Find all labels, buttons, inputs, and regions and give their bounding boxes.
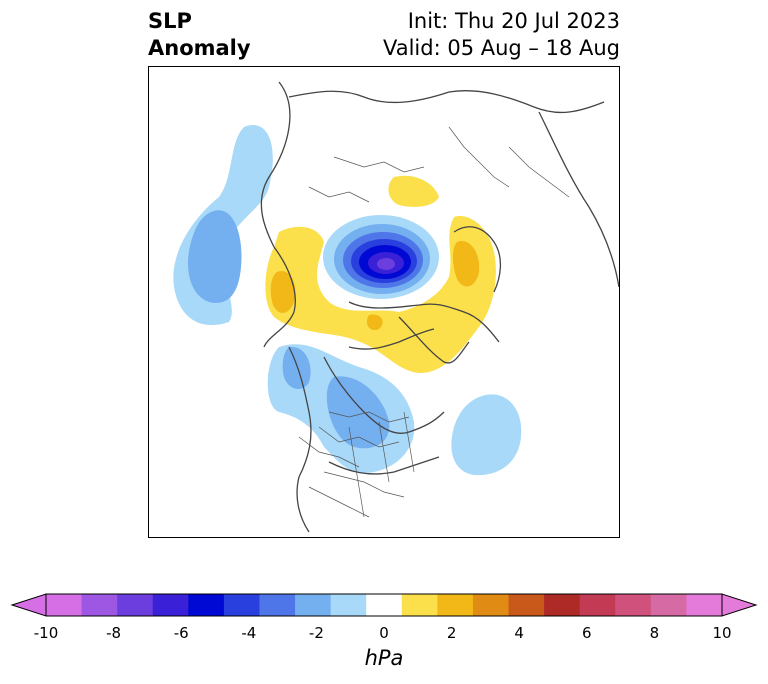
colorbar-tick-label: -8 [106,624,122,642]
negative-anomaly-west-siberia-pacific [173,125,273,326]
colorbar-swatch [401,594,438,616]
colorbar-swatch [366,594,403,616]
colorbar-tick-label: -2 [308,624,324,642]
colorbar-extend-max [721,593,758,617]
colorbar-swatch [650,594,687,616]
colorbar-tick-label: 6 [582,624,592,642]
colorbar-swatch [330,594,367,616]
colorbar-swatch [472,594,510,616]
init-date: Init: Thu 20 Jul 2023 [407,9,620,33]
colorbar-swatch [437,594,474,616]
colorbar-units: hPa [364,646,404,670]
colorbar-swatch [81,594,118,616]
colorbar-swatch [259,594,296,616]
colorbar-tick-label: 4 [514,624,524,642]
chart-title: SLP Anomaly [148,8,251,62]
positive-anomaly-ring [265,175,496,373]
colorbar-swatch [615,594,652,616]
title-line-2: Anomaly [148,36,251,60]
colorbar-swatch [544,594,581,616]
colorbar-swatch [152,594,189,616]
colorbar-tick-label: -10 [33,624,59,642]
colorbar-swatch [579,594,616,616]
coastlines [260,81,619,533]
colorbar-tick-label: -6 [173,624,189,642]
title-line-1: SLP [148,9,192,33]
political-borders [298,126,570,518]
negative-anomaly-canada-us [267,344,415,473]
colorbar-swatch [223,594,260,616]
negative-anomaly-north-atlantic [451,394,522,476]
colorbar-swatch [117,594,154,616]
colorbar-extend-min [10,593,47,617]
colorbar-tick-label: 0 [379,624,389,642]
valid-range: Valid: 05 Aug – 18 Aug [382,36,620,60]
colorbar-tick-label: 2 [446,624,457,642]
colorbar-swatch [686,594,723,616]
colorbar-tick-label: 10 [712,624,732,642]
map-panel [148,66,620,538]
colorbar-swatch [188,594,225,616]
colorbar-tick-label: 8 [649,624,660,642]
colorbar [10,593,758,617]
colorbar-swatch [295,594,332,616]
forecast-dates: Init: Thu 20 Jul 2023 Valid: 05 Aug – 18… [383,8,620,62]
colorbar-tick-label: -4 [241,624,257,642]
colorbar-swatch [508,594,545,616]
colorbar-swatch [46,594,83,616]
colorbar-outline [45,593,723,617]
negative-anomaly-arctic-center [323,215,444,307]
slp-anomaly-map [173,81,619,533]
